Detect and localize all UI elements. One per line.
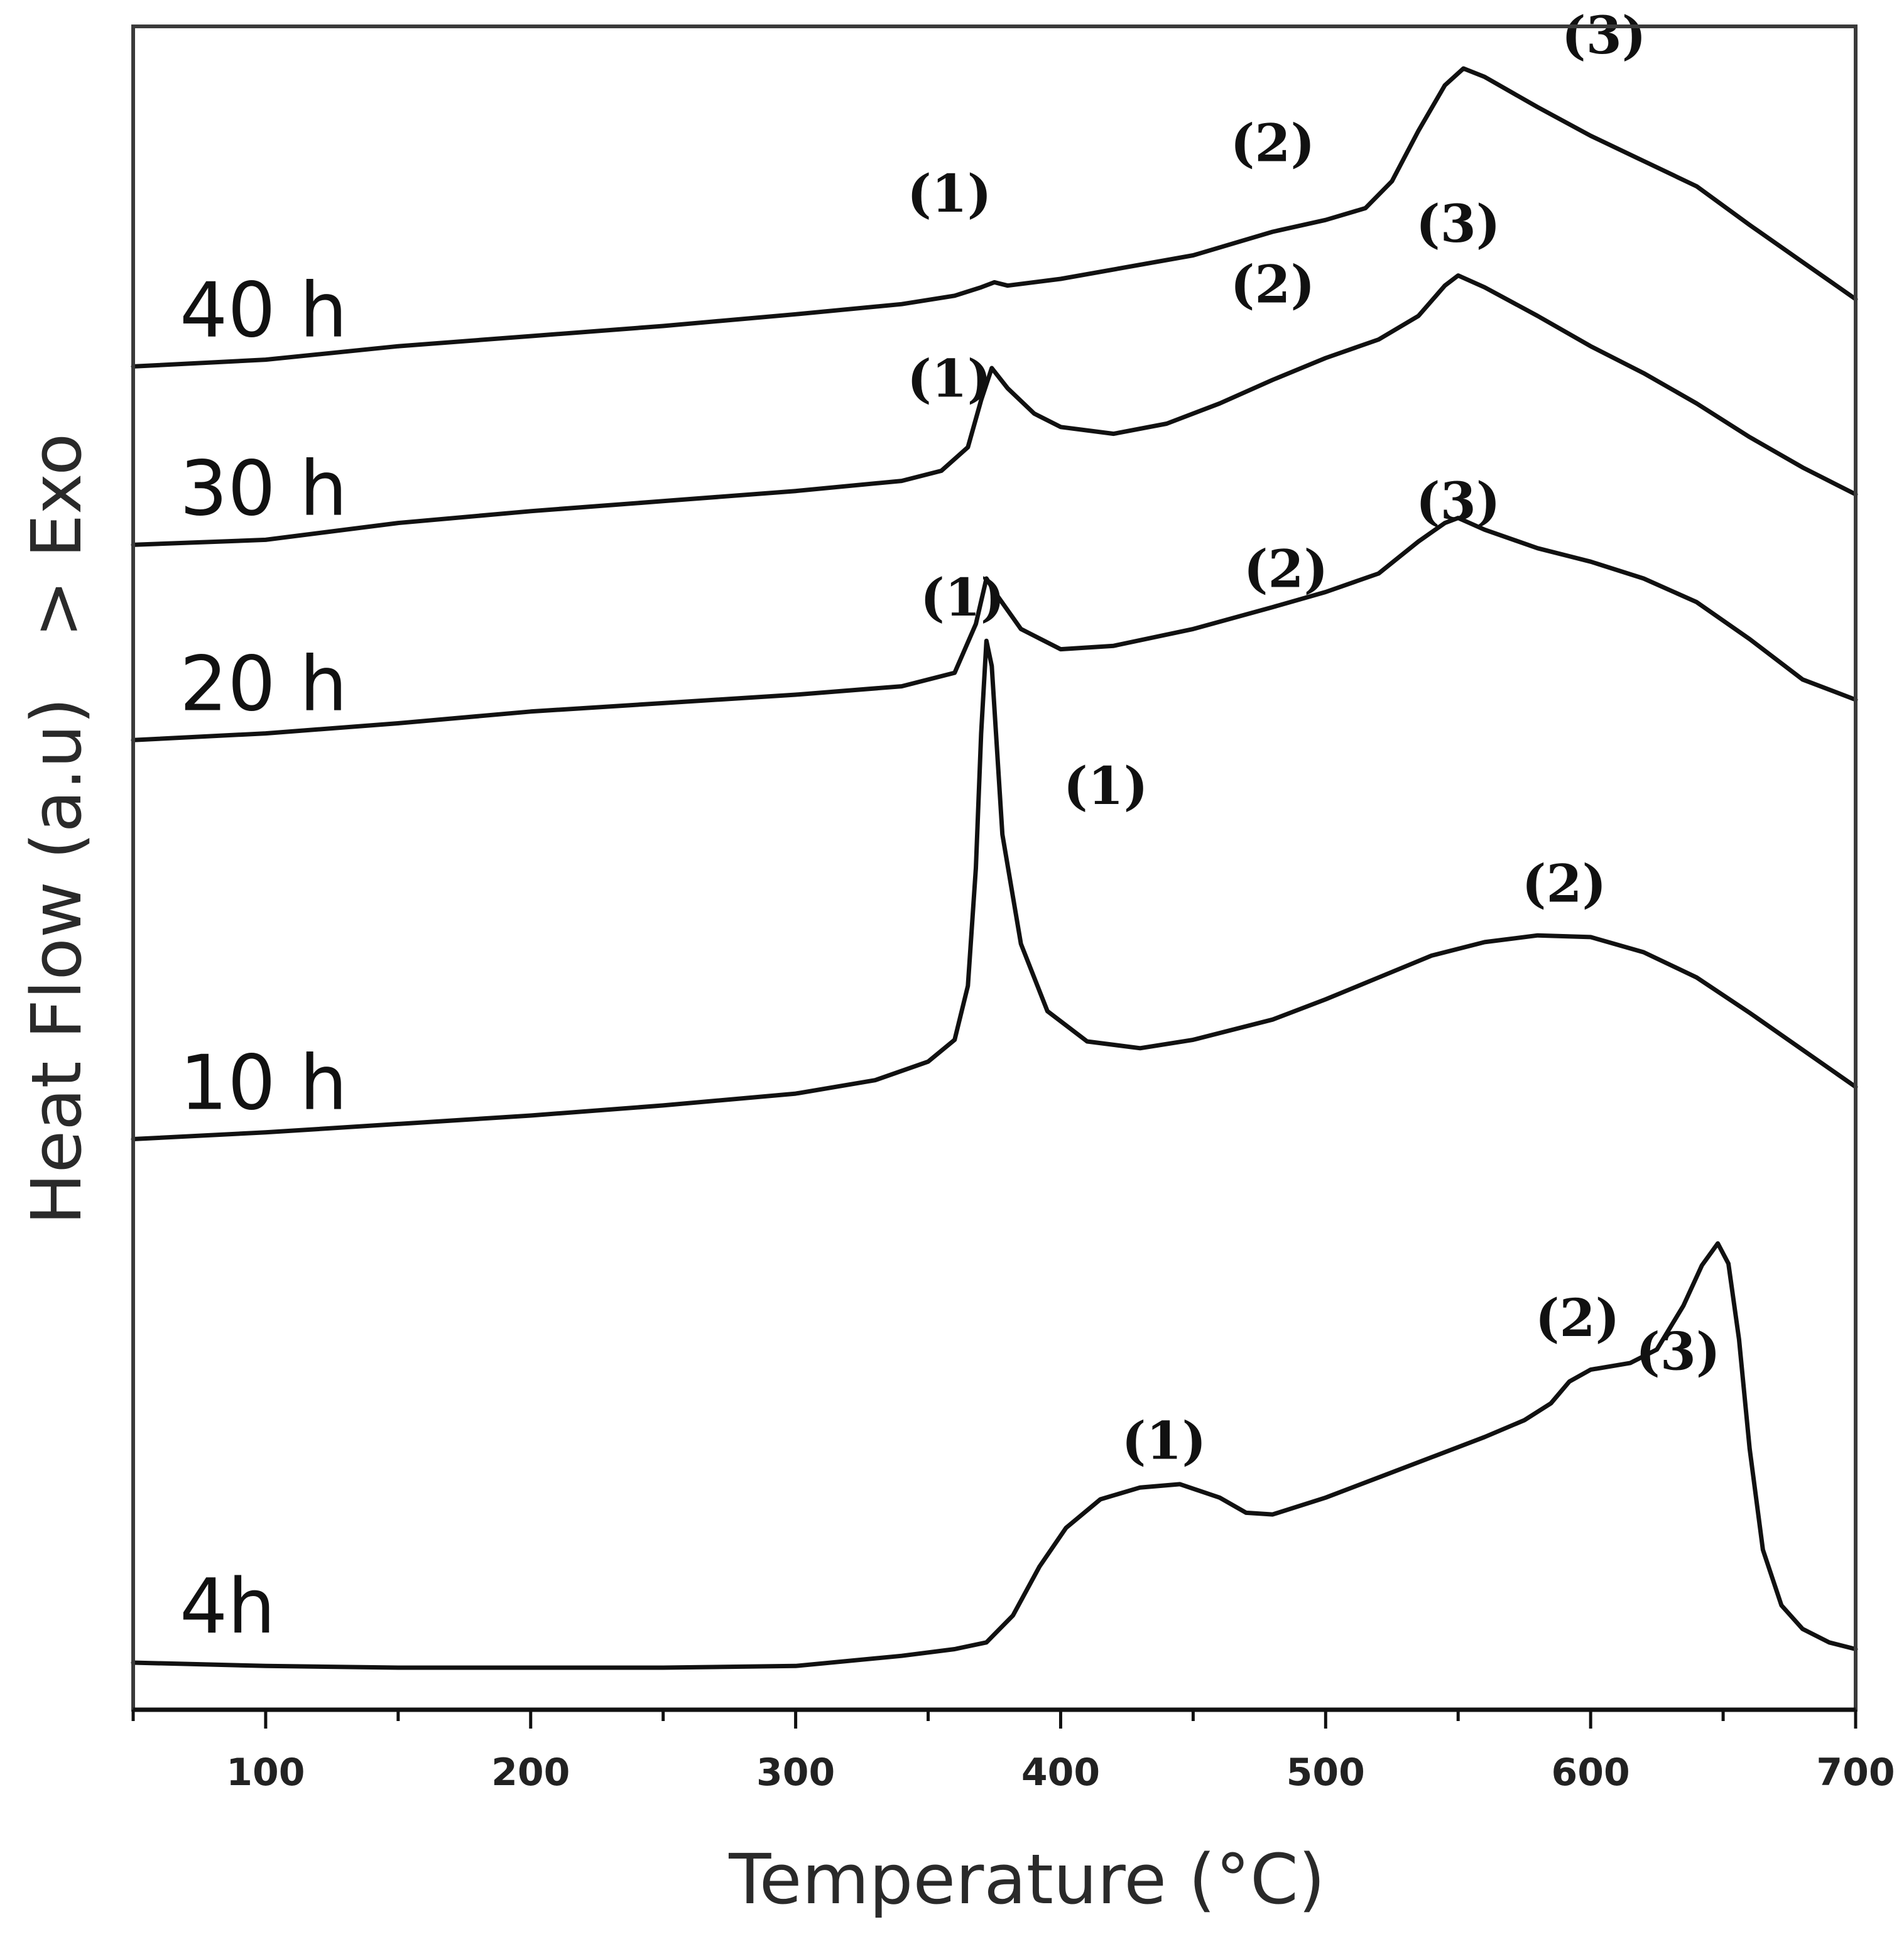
peak-annotation-40-h-1: (1) bbox=[907, 164, 992, 224]
peak-annotation-30-h-1: (1) bbox=[907, 349, 992, 410]
x-tick-label-500: 500 bbox=[1287, 1751, 1365, 1795]
x-axis-title: Temperature (°C) bbox=[728, 1839, 1325, 1920]
x-tick-label-100: 100 bbox=[226, 1751, 305, 1795]
peak-annotation-30-h-2: (2) bbox=[1231, 255, 1315, 315]
peak-annotation-4h-2: (2) bbox=[1535, 1288, 1620, 1349]
peak-annotation-20-h-3: (3) bbox=[1416, 472, 1501, 532]
series-line-40-h bbox=[131, 66, 1858, 369]
series-line-30-h bbox=[131, 273, 1858, 547]
peak-annotation-20-h-2: (2) bbox=[1244, 539, 1329, 599]
peak-annotation-40-h-3: (3) bbox=[1562, 6, 1646, 66]
series-label-40-h: 40 h bbox=[180, 267, 347, 354]
x-tick-label-700: 700 bbox=[1816, 1751, 1895, 1795]
series-label-10-h: 10 h bbox=[180, 1040, 347, 1127]
peak-annotation-10-h-2: (2) bbox=[1522, 854, 1607, 915]
series-labels-layer: 40 h 30 h 20 h 10 h 4h bbox=[180, 267, 347, 1651]
y-axis-title: Heat Flow (a.u) > Exo bbox=[16, 433, 97, 1225]
y-axis-title-exo: > Exo bbox=[16, 433, 97, 638]
peak-annotation-4h-1: (1) bbox=[1122, 1411, 1207, 1472]
peak-annotation-20-h-1: (1) bbox=[920, 568, 1005, 628]
series-line-10-h bbox=[131, 638, 1858, 1141]
peak-annotation-10-h-1: (1) bbox=[1064, 756, 1148, 817]
annotations-layer: (1) (2) (3) (1) (2) (3) (1) (2) (3) (1) (2) (1) (2) (… bbox=[907, 6, 1721, 1472]
series-line-20-h bbox=[131, 516, 1858, 742]
peak-annotation-30-h-3: (3) bbox=[1416, 194, 1501, 254]
peak-annotation-4h-3: (3) bbox=[1636, 1322, 1721, 1382]
y-axis-title-main: Heat Flow (a.u) bbox=[16, 697, 97, 1225]
series-label-4h: 4h bbox=[180, 1563, 275, 1651]
x-tick-label-400: 400 bbox=[1021, 1751, 1100, 1795]
series-label-20-h: 20 h bbox=[180, 641, 347, 728]
curves-layer bbox=[131, 66, 1858, 1670]
x-tick-label-600: 600 bbox=[1552, 1751, 1630, 1795]
x-tick-label-300: 300 bbox=[756, 1751, 835, 1795]
x-tick-label-200: 200 bbox=[491, 1751, 570, 1795]
x-ticks-layer: 100 200 300 400 500 600 700 bbox=[131, 1710, 1895, 1795]
series-label-30-h: 30 h bbox=[180, 445, 347, 533]
series-line-4h bbox=[131, 1241, 1858, 1670]
peak-annotation-40-h-2: (2) bbox=[1231, 113, 1315, 173]
